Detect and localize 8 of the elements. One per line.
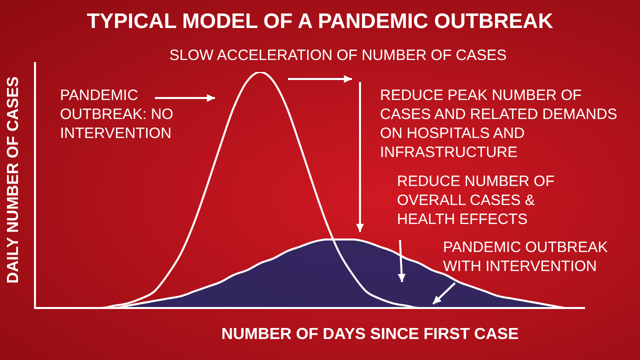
chart-title: TYPICAL MODEL OF A PANDEMIC OUTBREAK (86, 10, 554, 34)
y-axis-title: DAILY NUMBER OF CASES (5, 76, 23, 284)
annotation: REDUCE NUMBER OF OVERALL CASES & HEALTH EFFECTS (397, 172, 556, 229)
annotation: REDUCE PEAK NUMBER OF CASES AND RELATED DEMANDS ON HOSPITALS AND INFRASTRUCTURE (380, 86, 618, 162)
x-axis-title: NUMBER OF DAYS SINCE FIRST CASE (220, 326, 520, 344)
annotation: PANDEMIC OUTBREAK: NO INTERVENTION (60, 86, 174, 143)
annotation: PANDEMIC OUTBREAK WITH INTERVENTION (443, 238, 609, 276)
text: SLOW ACCELERATION OF NUMBER OF CASES (168, 46, 508, 65)
